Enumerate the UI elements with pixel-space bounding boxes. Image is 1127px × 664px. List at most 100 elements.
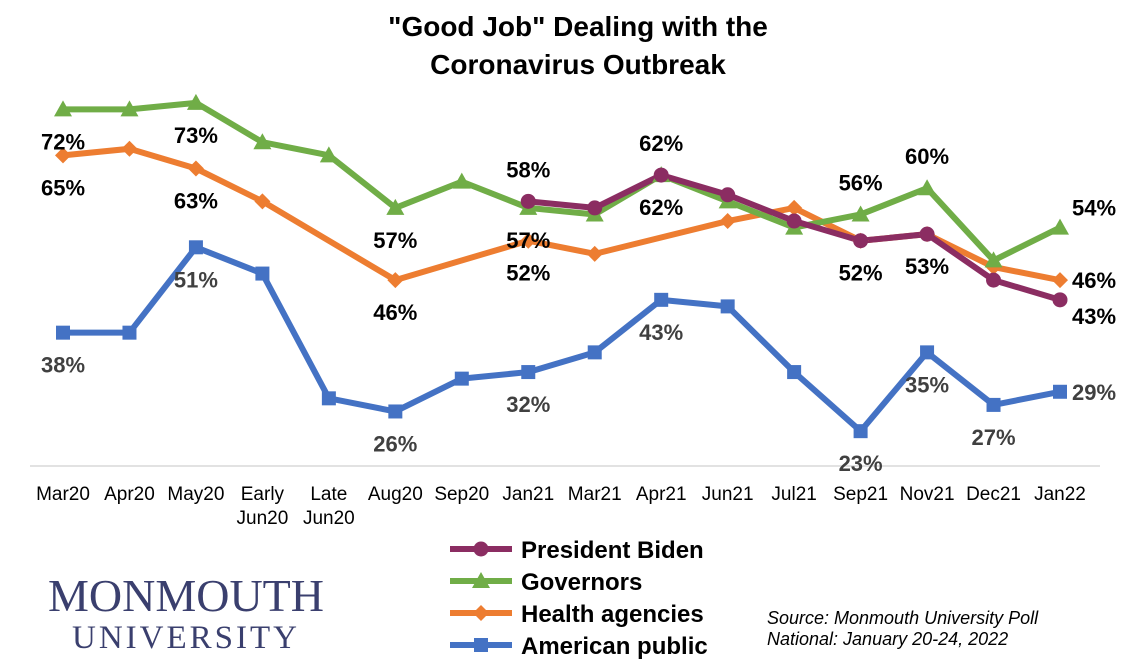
president-biden-point — [919, 226, 935, 242]
x-tick-label: Apr20 — [104, 484, 155, 505]
x-tick-label: Jan22 — [1034, 484, 1086, 505]
american-public-point — [787, 365, 802, 380]
american-public-point — [920, 345, 935, 360]
american-public-point — [255, 266, 270, 281]
legend-item-american-public: American public — [450, 633, 708, 660]
x-tick-label: Sep20 — [434, 484, 489, 505]
american-public-point — [521, 365, 536, 380]
health-agencies-data-label: 46% — [373, 300, 417, 325]
health-agencies-point — [254, 193, 271, 210]
governors-data-label: 73% — [174, 123, 218, 148]
health-agencies-data-label: 52% — [506, 261, 550, 286]
president-biden-point — [786, 213, 802, 229]
health-agencies-point — [187, 160, 204, 177]
american-public-point — [587, 345, 602, 360]
health-agencies-point — [719, 213, 736, 230]
x-tick-label: Dec21 — [966, 484, 1021, 505]
legend-label: President Biden — [521, 537, 704, 564]
governors-point — [253, 133, 272, 150]
governors-line — [60, 99, 1063, 264]
health-agencies-point — [786, 199, 803, 216]
president-biden-point — [520, 193, 536, 209]
american-public-point — [1053, 384, 1067, 399]
legend-swatch-marker — [474, 638, 488, 652]
x-tick-label: Mar21 — [568, 484, 622, 505]
president-biden-data-label: 62% — [639, 131, 683, 156]
legend-swatch-marker — [473, 605, 489, 621]
legend-item-health-agencies: Health agencies — [450, 601, 704, 628]
american-public-point — [853, 424, 868, 439]
american-public-point — [986, 397, 1001, 412]
data-labels: 58% 62% 53% 43% 72% 73% 57% 57% 62% 56% 60% 54% 65% 6… — [41, 123, 1116, 476]
x-tick-label: Late — [310, 484, 347, 505]
american-public-point — [321, 391, 336, 406]
x-tick-label: Early — [241, 484, 285, 505]
governors-point — [918, 179, 937, 196]
american-public-point — [720, 299, 735, 314]
american-public-data-label: 27% — [972, 425, 1016, 450]
american-public-point — [654, 292, 669, 307]
chart-title: "Good Job" Dealing with the Coronavirus … — [388, 11, 768, 80]
american-public-point — [122, 325, 137, 340]
governors-point — [319, 146, 338, 163]
governors-point — [386, 198, 405, 215]
series-markers — [54, 93, 1069, 439]
governors-point — [851, 205, 870, 222]
x-tick-label: Aug20 — [368, 484, 423, 505]
president-biden-point — [853, 233, 869, 249]
american-public-point — [454, 371, 469, 386]
health-agencies-data-label: 65% — [41, 175, 85, 200]
x-tick-label: Jul21 — [771, 484, 816, 505]
x-tick-label: Sep21 — [833, 484, 888, 505]
chart-title-line-2: Coronavirus Outbreak — [430, 49, 726, 80]
source-line-2: National: January 20-24, 2022 — [767, 629, 1008, 649]
legend-swatch-marker — [473, 541, 489, 557]
governors-point — [452, 172, 471, 189]
legend-label: Health agencies — [521, 601, 704, 628]
governors-point — [984, 251, 1003, 268]
american-public-data-label: 38% — [41, 353, 85, 378]
health-agencies-point — [121, 140, 138, 157]
x-tick-label: Jun20 — [303, 508, 355, 529]
logo-line-2: UNIVERSITY — [72, 620, 300, 656]
x-tick-label: Jan21 — [502, 484, 554, 505]
american-public-data-label: 32% — [506, 392, 550, 417]
american-public-point — [188, 240, 203, 255]
source-note: Source: Monmouth University Poll Nationa… — [767, 608, 1039, 649]
health-agencies-point — [586, 245, 603, 262]
health-agencies-point — [55, 147, 71, 164]
x-tick-label: Nov21 — [900, 484, 955, 505]
legend-label: American public — [521, 633, 708, 660]
governors-data-label: 60% — [905, 144, 949, 169]
x-tick-label: May20 — [167, 484, 224, 505]
american-public-point — [388, 404, 403, 419]
logo-line-1: MONMOUTH — [48, 570, 324, 621]
x-tick-label: Mar20 — [36, 484, 90, 505]
american-public-line — [60, 244, 1063, 435]
x-tick-label: Jun20 — [237, 508, 289, 529]
health-agencies-point — [520, 232, 537, 249]
president-biden-point — [587, 200, 603, 216]
health-agencies-data-label: 52% — [839, 261, 883, 286]
american-public-data-label: 29% — [1072, 380, 1116, 405]
health-agencies-point — [1052, 272, 1068, 289]
legend-swatch-marker — [472, 572, 490, 588]
governors-point — [120, 100, 139, 117]
governors-point — [1051, 218, 1069, 235]
american-public-point — [56, 325, 70, 340]
governors-data-label: 54% — [1072, 196, 1116, 221]
american-public-data-label: 23% — [839, 451, 883, 476]
president-biden-point — [986, 272, 1002, 288]
american-public-data-label: 43% — [639, 320, 683, 345]
american-public-data-label: 51% — [174, 267, 218, 292]
president-biden-point — [653, 167, 669, 183]
legend-label: Governors — [521, 569, 642, 596]
x-axis-tick-labels: Mar20 Apr20 May20 Early Jun20 Late Jun20 Aug20 S… — [36, 484, 1086, 529]
governors-data-label: 56% — [839, 170, 883, 195]
source-line-1: Source: Monmouth University Poll — [767, 608, 1039, 628]
x-tick-label: Jun21 — [702, 484, 754, 505]
x-tick-label: Apr21 — [636, 484, 687, 505]
governors-point — [54, 100, 72, 117]
legend-item-president-biden: President Biden — [450, 537, 704, 564]
